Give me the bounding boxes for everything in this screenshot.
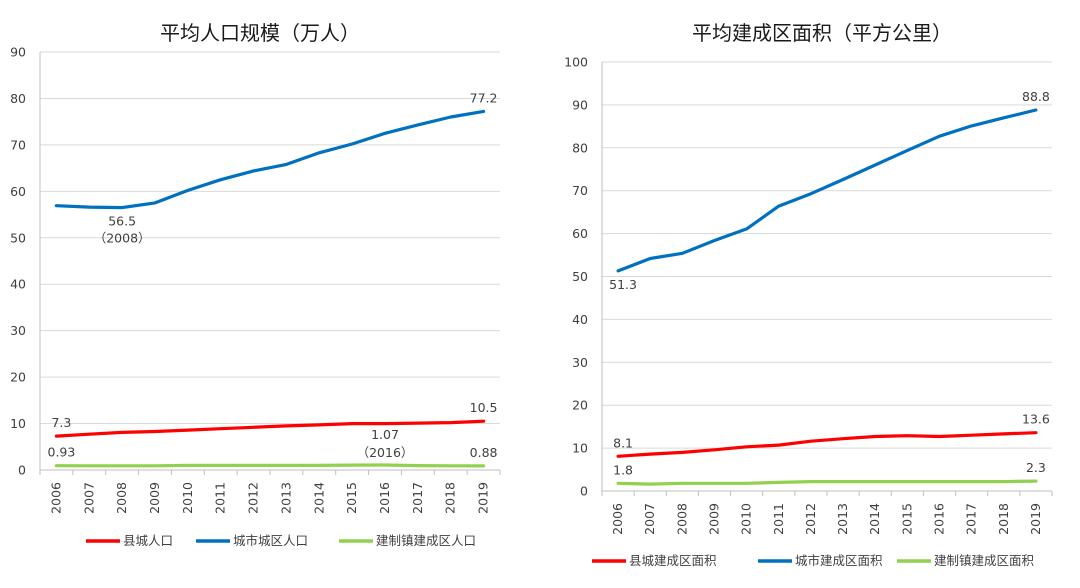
data-label: 1.07 xyxy=(371,427,399,442)
x-tick-label: 2014 xyxy=(867,503,882,535)
y-tick-label: 10 xyxy=(10,416,26,431)
y-tick-label: 0 xyxy=(18,463,26,478)
y-tick-label: 60 xyxy=(572,226,588,241)
x-tick-label: 2007 xyxy=(642,503,657,535)
x-tick-label: 2011 xyxy=(771,503,786,535)
x-tick-label: 2017 xyxy=(410,482,425,514)
y-tick-label: 70 xyxy=(10,137,26,152)
x-tick-label: 2010 xyxy=(180,482,195,514)
legend-label: 建制镇建成区人口 xyxy=(376,533,476,548)
y-tick-label: 20 xyxy=(10,370,26,385)
x-tick-label: 2013 xyxy=(835,503,850,535)
y-tick-label: 10 xyxy=(572,441,588,456)
chart-title: 平均人口规模（万人） xyxy=(160,21,360,45)
x-tick-label: 2016 xyxy=(377,482,392,514)
x-tick-label: 2017 xyxy=(964,503,979,535)
x-tick-label: 2016 xyxy=(932,503,947,535)
series-line-1 xyxy=(54,419,486,438)
x-tick-label: 2012 xyxy=(246,482,261,514)
data-label: 2.3 xyxy=(1026,460,1046,475)
x-tick-label: 2009 xyxy=(707,503,722,535)
x-tick-label: 2006 xyxy=(48,482,63,514)
y-tick-label: 30 xyxy=(10,323,26,338)
x-tick-label: 2014 xyxy=(311,482,326,514)
data-label: 13.6 xyxy=(1022,412,1050,427)
x-tick-label: 2019 xyxy=(476,482,491,514)
data-label: （2016） xyxy=(357,445,414,460)
x-tick-label: 2008 xyxy=(114,482,129,514)
x-tick-label: 2012 xyxy=(803,503,818,535)
x-tick-label: 2013 xyxy=(278,482,293,514)
population-chart: 平均人口规模（万人） 0 10 20 30 40 50 60 70 80 90 2006 2007 200… xyxy=(10,21,501,548)
data-label: 88.8 xyxy=(1022,89,1050,104)
y-tick-label: 40 xyxy=(572,312,588,327)
y-tick-label: 60 xyxy=(10,184,26,199)
y-tick-label: 0 xyxy=(580,484,588,499)
series-line-3 xyxy=(54,463,486,468)
data-label: （2008） xyxy=(94,231,151,246)
data-label: 77.2 xyxy=(470,90,498,105)
data-label: 7.3 xyxy=(51,415,71,430)
x-tick-label: 2007 xyxy=(81,482,96,514)
x-tick-label: 2006 xyxy=(610,503,625,535)
x-tick-label: 2019 xyxy=(1028,503,1043,535)
chart-title: 平均建成区面积（平方公里） xyxy=(692,21,952,45)
data-label: 51.3 xyxy=(609,277,637,292)
legend-label: 县城建成区面积 xyxy=(629,553,717,568)
y-tick-label: 100 xyxy=(564,55,588,70)
x-tick-label: 2011 xyxy=(213,482,228,514)
x-tick-label: 2015 xyxy=(344,482,359,514)
data-label: 1.8 xyxy=(613,462,633,477)
x-tick-label: 2018 xyxy=(996,503,1011,535)
y-tick-label: 80 xyxy=(572,140,588,155)
x-tick-label: 2009 xyxy=(147,482,162,514)
series-line-2 xyxy=(616,108,1038,273)
data-label: 0.93 xyxy=(48,445,76,460)
y-tick-label: 90 xyxy=(10,45,26,60)
y-tick-label: 90 xyxy=(572,97,588,112)
y-tick-label: 40 xyxy=(10,277,26,292)
y-tick-label: 50 xyxy=(10,230,26,245)
series-line-2 xyxy=(54,109,486,210)
legend-label: 建制镇建成区面积 xyxy=(934,553,1034,568)
y-tick-label: 50 xyxy=(572,269,588,284)
y-tick-label: 80 xyxy=(10,91,26,106)
data-label: 10.5 xyxy=(470,400,498,415)
series-line-1 xyxy=(616,431,1038,458)
data-label: 8.1 xyxy=(613,435,633,450)
x-tick-label: 2018 xyxy=(443,482,458,514)
x-tick-label: 2010 xyxy=(739,503,754,535)
x-tick-label: 2015 xyxy=(899,503,914,535)
x-tick-label: 2008 xyxy=(674,503,689,535)
data-label: 56.5 xyxy=(108,214,136,229)
legend-label: 县城人口 xyxy=(123,533,173,548)
y-tick-label: 30 xyxy=(572,355,588,370)
legend-label: 城市城区人口 xyxy=(233,533,308,548)
y-tick-label: 70 xyxy=(572,183,588,198)
data-label: 0.88 xyxy=(470,445,498,460)
y-tick-label: 20 xyxy=(572,398,588,413)
area-chart: 平均建成区面积（平方公里） 0 10 20 30 40 50 60 70 80 90 100 2006 2… xyxy=(564,21,1053,568)
series-line-3 xyxy=(616,479,1038,486)
legend-label: 城市建成区面积 xyxy=(795,553,883,568)
